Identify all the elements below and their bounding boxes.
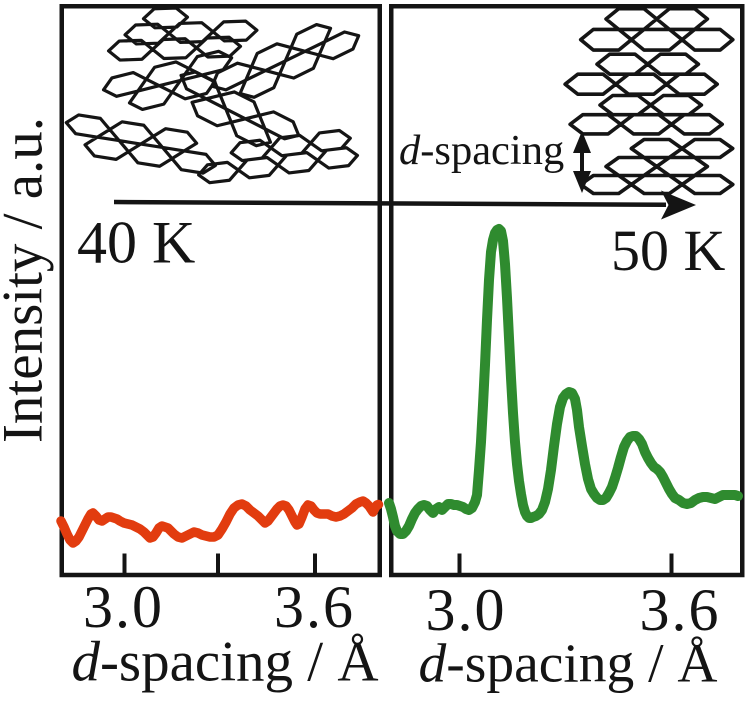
svg-text:Intensity / a.u.: Intensity / a.u. <box>0 117 55 443</box>
svg-text:3.0: 3.0 <box>426 577 507 643</box>
svg-text:d-spacing / Å: d-spacing / Å <box>418 634 717 695</box>
svg-text:d-spacing: d-spacing <box>399 127 564 174</box>
svg-text:50 K: 50 K <box>611 218 726 283</box>
svg-text:3.0: 3.0 <box>83 574 164 640</box>
svg-text:3.6: 3.6 <box>640 577 721 643</box>
svg-text:d-spacing / Å: d-spacing / Å <box>71 631 378 694</box>
svg-text:40 K: 40 K <box>77 210 195 276</box>
svg-text:3.6: 3.6 <box>274 574 355 640</box>
